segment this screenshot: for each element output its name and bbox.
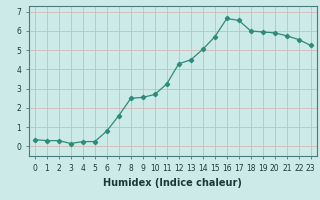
X-axis label: Humidex (Indice chaleur): Humidex (Indice chaleur) xyxy=(103,178,242,188)
